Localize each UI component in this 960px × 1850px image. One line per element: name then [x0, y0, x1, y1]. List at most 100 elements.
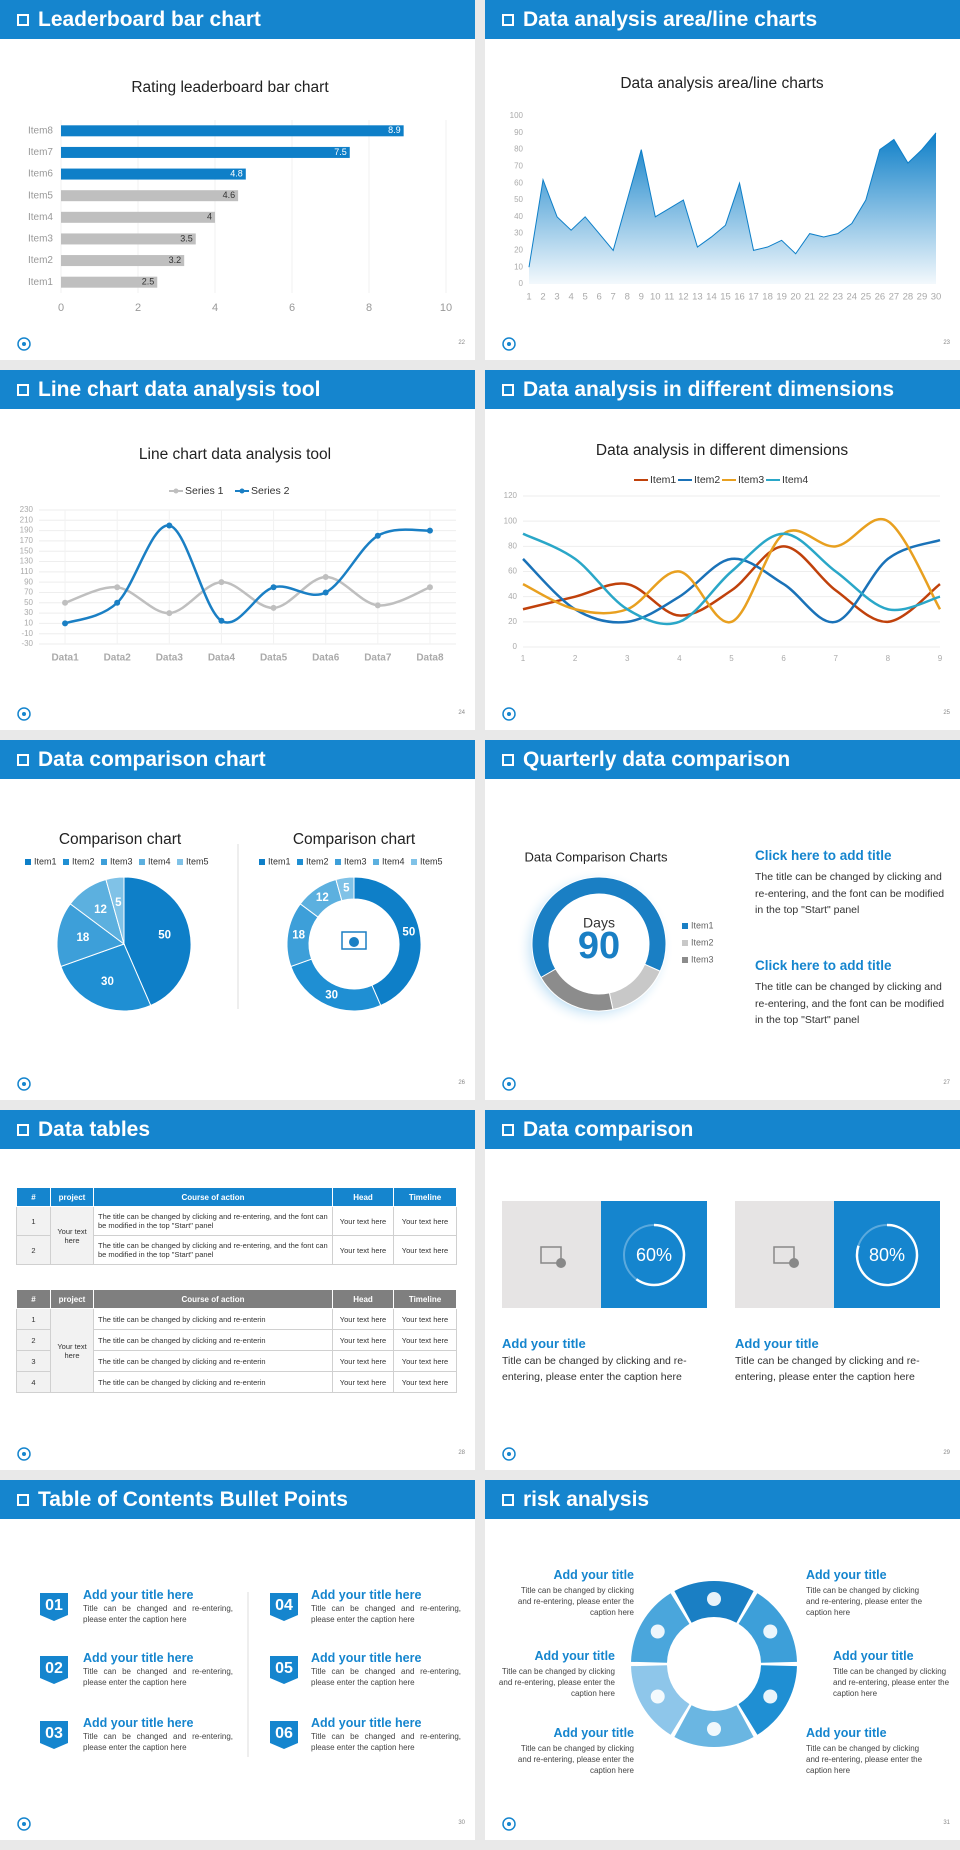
- x-tick-label: Data1: [51, 653, 79, 664]
- number-badge: [270, 1721, 298, 1749]
- slide-canvas: 01 02 03 04 05 06: [17, 1592, 298, 1831]
- x-tick-label: 4: [212, 302, 218, 314]
- data-label: 8.9: [388, 125, 401, 135]
- block-heading: Click here to add title: [755, 848, 892, 863]
- y-tick-label: 190: [20, 526, 34, 535]
- y-tick-label: 10: [514, 262, 523, 271]
- legend-swatch: [101, 859, 107, 865]
- area: [529, 132, 936, 284]
- table-cell: The title can be changed by clicking and…: [93, 1308, 333, 1330]
- logo: [502, 1817, 516, 1831]
- logo: [502, 1077, 516, 1091]
- bar: [61, 146, 350, 158]
- checkbox-icon: [17, 384, 29, 396]
- table-cell: 1: [16, 1308, 51, 1330]
- x-tick-label: Data4: [208, 653, 236, 664]
- bar: [61, 211, 215, 223]
- item-text: Title can be changed by clicking and re-…: [498, 1667, 615, 1698]
- bar: [61, 276, 158, 288]
- x-tick-label: Data8: [416, 653, 444, 664]
- table-cell: Your text here: [332, 1329, 394, 1351]
- y-tick-label: 120: [504, 491, 518, 500]
- data-label: 50: [158, 930, 171, 942]
- item-heading: Add your title: [806, 1726, 887, 1740]
- chart-title: Comparison chart: [293, 831, 416, 848]
- slide-header: Data tables: [0, 1110, 475, 1149]
- series-line: [522, 532, 941, 626]
- x-tick-label: 10: [440, 302, 452, 314]
- data-table: # project Course of action Head Timeline 1 You…: [16, 1187, 457, 1265]
- x-tick-label: 12: [678, 292, 689, 303]
- table-cell: Your text here: [393, 1308, 457, 1330]
- table-cell: 1: [16, 1206, 51, 1236]
- chart-title: Rating leaderboard bar chart: [131, 79, 329, 96]
- table-header-cell: #: [16, 1187, 51, 1207]
- legend-swatch: [335, 859, 341, 865]
- x-tick-label: 1: [526, 292, 531, 303]
- x-tick-label: 28: [903, 292, 914, 303]
- x-tick-label: 1: [521, 654, 526, 663]
- segment-icon: [707, 1592, 721, 1606]
- number-badge: [40, 1656, 68, 1684]
- slide-title: Leaderboard bar chart: [38, 8, 261, 31]
- logo: [17, 1817, 31, 1831]
- y-tick-label: Item2: [28, 255, 53, 266]
- chart-title: Line chart data analysis tool: [139, 446, 331, 463]
- data-label: 5: [115, 897, 122, 909]
- ring-progress: [855, 1223, 919, 1287]
- legend-swatch: [297, 859, 303, 865]
- item-heading: Add your title: [553, 1568, 634, 1582]
- table-header-cell: Course of action: [93, 1289, 333, 1309]
- y-tick-label: 60: [508, 567, 517, 576]
- legend-label: Item4: [148, 856, 171, 866]
- y-tick-label: -10: [21, 629, 33, 638]
- y-tick-label: 0: [519, 279, 524, 288]
- y-tick-label: Item8: [28, 125, 53, 136]
- table-cell: The title can be changed by clicking and…: [93, 1235, 333, 1265]
- y-tick-label: 30: [24, 608, 33, 617]
- slide: Line chart data analysis tool Data1 Data2 D…: [0, 370, 475, 730]
- x-tick-label: 3: [625, 654, 630, 663]
- legend-marker: [173, 488, 179, 494]
- slide: Data analysis in different dimensions 1 2 3…: [485, 370, 960, 730]
- x-tick-label: 10: [650, 292, 661, 303]
- item-text: Title can be changed by clicking and re-…: [517, 1744, 634, 1775]
- table-header-cell: Head: [332, 1187, 394, 1207]
- table-header-cell: #: [16, 1289, 51, 1309]
- item-text: Title can be changed and re-entering, pl…: [311, 1604, 461, 1624]
- y-tick-label: Item3: [28, 234, 53, 245]
- bar: [61, 168, 246, 180]
- page-number: 26: [458, 1080, 465, 1086]
- inner-disc: [549, 894, 649, 994]
- slice: [105, 876, 125, 945]
- logo-dot: [507, 1452, 511, 1456]
- slide-header: Leaderboard bar chart: [0, 0, 475, 39]
- marker: [426, 527, 433, 534]
- item-heading: Add your title here: [83, 1716, 194, 1730]
- slide-title: Data tables: [38, 1118, 151, 1141]
- page-number: 23: [943, 340, 950, 346]
- marker: [218, 579, 225, 586]
- y-tick-label: 100: [504, 516, 518, 525]
- checkbox-icon: [502, 14, 514, 26]
- checkbox-icon: [502, 384, 514, 396]
- y-tick-label: 110: [20, 567, 33, 576]
- checkbox-icon: [17, 754, 29, 766]
- legend-label: Item4: [782, 474, 808, 486]
- segment-icon: [707, 1722, 721, 1736]
- number-badge: [270, 1593, 298, 1621]
- legend-label: Item2: [691, 937, 714, 947]
- y-tick-label: Item6: [28, 169, 53, 180]
- legend-label: Item2: [694, 474, 720, 486]
- y-tick-label: 210: [20, 515, 34, 524]
- slide-title: Table of Contents Bullet Points: [38, 1488, 348, 1511]
- marker: [374, 602, 381, 609]
- segment-icon: [763, 1689, 778, 1704]
- legend-swatch: [139, 859, 145, 865]
- x-tick-label: 19: [776, 292, 787, 303]
- page-number: 22: [458, 340, 465, 346]
- block-text: The title can be changed by clicking and…: [755, 981, 945, 1026]
- table-cell: Your text here: [332, 1371, 394, 1393]
- marker: [322, 589, 329, 596]
